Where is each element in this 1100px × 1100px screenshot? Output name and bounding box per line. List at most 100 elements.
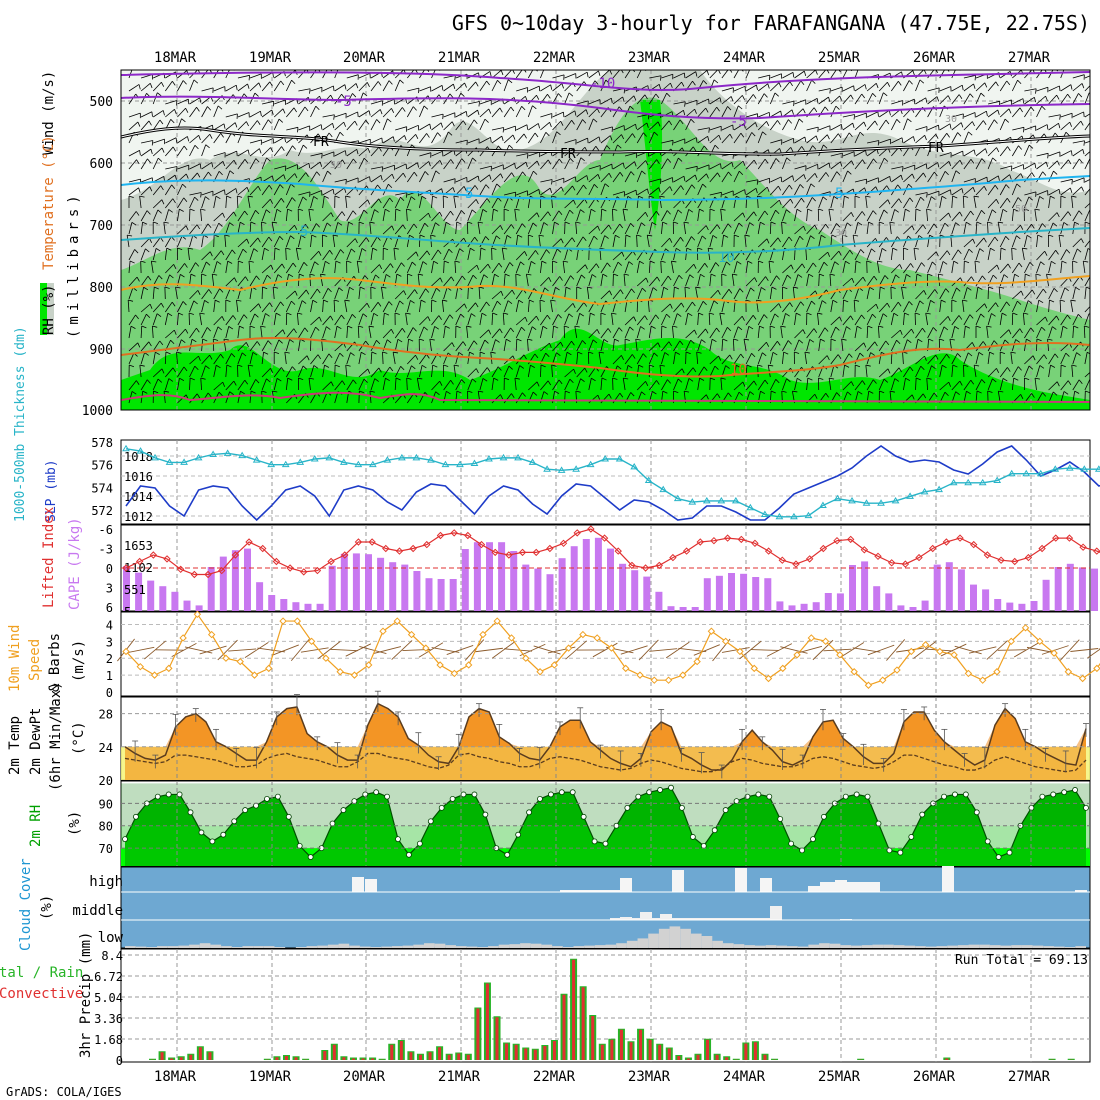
- wind-barb: [346, 276, 355, 287]
- wind-barb-flag: [897, 301, 902, 307]
- wind-barb-flag: [862, 159, 866, 165]
- wind-barb-flag: [1039, 196, 1044, 200]
- wind-barb-flag: [1017, 300, 1022, 305]
- wind-barb-flag: [973, 149, 976, 155]
- wind-barb: [612, 327, 620, 339]
- wind-barb: [406, 235, 410, 248]
- wind-barb: [286, 173, 296, 183]
- wind-barb-flag: [157, 209, 162, 214]
- wind-barb: [164, 184, 172, 196]
- cloud-low-bar: [391, 946, 403, 948]
- wind-barb: [394, 328, 403, 339]
- wind-barb: [661, 313, 667, 326]
- wind-barb: [673, 101, 686, 105]
- wind-barb-flag: [448, 131, 453, 136]
- wind-barb: [963, 121, 973, 131]
- wind-barb-flag: [875, 303, 879, 309]
- rh-point: [657, 787, 664, 793]
- wind-barb: [720, 209, 723, 222]
- wind-barb-flag: [196, 327, 200, 333]
- wind-barb-flag: [777, 185, 782, 191]
- ytick-li--6: -6: [99, 523, 113, 537]
- wind-barb-flag: [280, 80, 285, 86]
- rh-point: [231, 818, 238, 825]
- wind-barb-flag: [995, 199, 999, 204]
- wind-barb-flag: [332, 234, 339, 237]
- wind-barb-flag: [631, 288, 635, 293]
- wind-barb: [1060, 159, 1069, 170]
- wind-barb-flag: [389, 197, 394, 203]
- wind-barb-flag: [456, 221, 462, 225]
- wind-barb-flag: [596, 263, 600, 269]
- wind-barb-flag: [987, 221, 993, 224]
- wind-barb-flag: [655, 93, 660, 99]
- wind-barb-flag: [433, 260, 439, 264]
- wind-barb-flag: [668, 120, 673, 126]
- wind-barb: [419, 105, 425, 118]
- wind-barb: [963, 314, 971, 326]
- wind-barb: [600, 79, 607, 92]
- wind-barb: [915, 192, 928, 196]
- wind-barb-flag: [146, 313, 151, 319]
- wind-barb-flag: [332, 123, 335, 129]
- wind-barb-flag: [904, 312, 910, 316]
- wind-barb: [128, 276, 138, 287]
- wind-barb: [273, 274, 279, 287]
- wind-barb-flag: [617, 144, 622, 149]
- wind-barb-flag: [948, 212, 951, 218]
- wind-barb-flag: [866, 260, 872, 263]
- wind-barb: [685, 119, 692, 131]
- wind-barb: [237, 74, 250, 79]
- wind-barb-flag: [484, 118, 489, 123]
- wind-barb: [370, 264, 380, 274]
- cloud-low-bar: [712, 940, 723, 948]
- wind-barb-flag: [399, 79, 404, 84]
- wind-barb-flag: [537, 123, 540, 129]
- wind-barb: [273, 146, 282, 157]
- wind-barb: [624, 261, 630, 274]
- wind-barb: [830, 152, 843, 157]
- wind-barb: [975, 210, 982, 222]
- wind-barb: [1048, 114, 1061, 118]
- wind-barb: [152, 302, 162, 313]
- wind-barb: [262, 100, 274, 105]
- wind-barb: [515, 106, 523, 118]
- wind-barb-flag: [480, 247, 486, 251]
- wind-barb-flag: [630, 171, 635, 176]
- wind-barb-flag: [872, 210, 877, 215]
- wind-barb-flag: [608, 173, 612, 178]
- wind-barb: [611, 208, 614, 222]
- wind-barb: [443, 159, 452, 170]
- wind-barb-flag: [428, 212, 431, 218]
- wind-barb: [576, 119, 583, 131]
- wind-barb-flag: [319, 316, 322, 322]
- wind-barb-flag: [801, 197, 805, 203]
- wind-barb: [830, 250, 840, 261]
- wind-barb-flag: [880, 286, 885, 290]
- wind-barb: [903, 263, 911, 274]
- wind-barb-flag: [647, 188, 649, 194]
- wind-barb: [503, 106, 512, 118]
- wind-barb-flag: [911, 225, 915, 231]
- wind-barb: [200, 209, 202, 222]
- wind-barb-flag: [658, 84, 661, 90]
- wind-barb-flag: [647, 114, 650, 120]
- wind-barb: [128, 314, 136, 326]
- wind-barb: [731, 274, 735, 287]
- wind-barb-flag: [648, 195, 654, 198]
- wind-barb-flag: [1022, 98, 1025, 104]
- wind-barb-flag: [461, 158, 466, 163]
- wind-barb-flag: [182, 301, 187, 306]
- wind-barb: [695, 287, 699, 300]
- wind-barb-flag: [521, 326, 526, 332]
- wind-barb-flag: [545, 132, 550, 137]
- wind-barb: [249, 120, 258, 131]
- wind-barb: [564, 313, 570, 326]
- wind-barb-flag: [445, 221, 451, 226]
- wind-barb-flag: [935, 251, 939, 257]
- wind-barb: [564, 92, 570, 105]
- wind-barb-flag: [297, 312, 303, 315]
- wind-barb-flag: [405, 312, 411, 315]
- wind-barb: [540, 277, 550, 287]
- wind-barb: [612, 106, 620, 118]
